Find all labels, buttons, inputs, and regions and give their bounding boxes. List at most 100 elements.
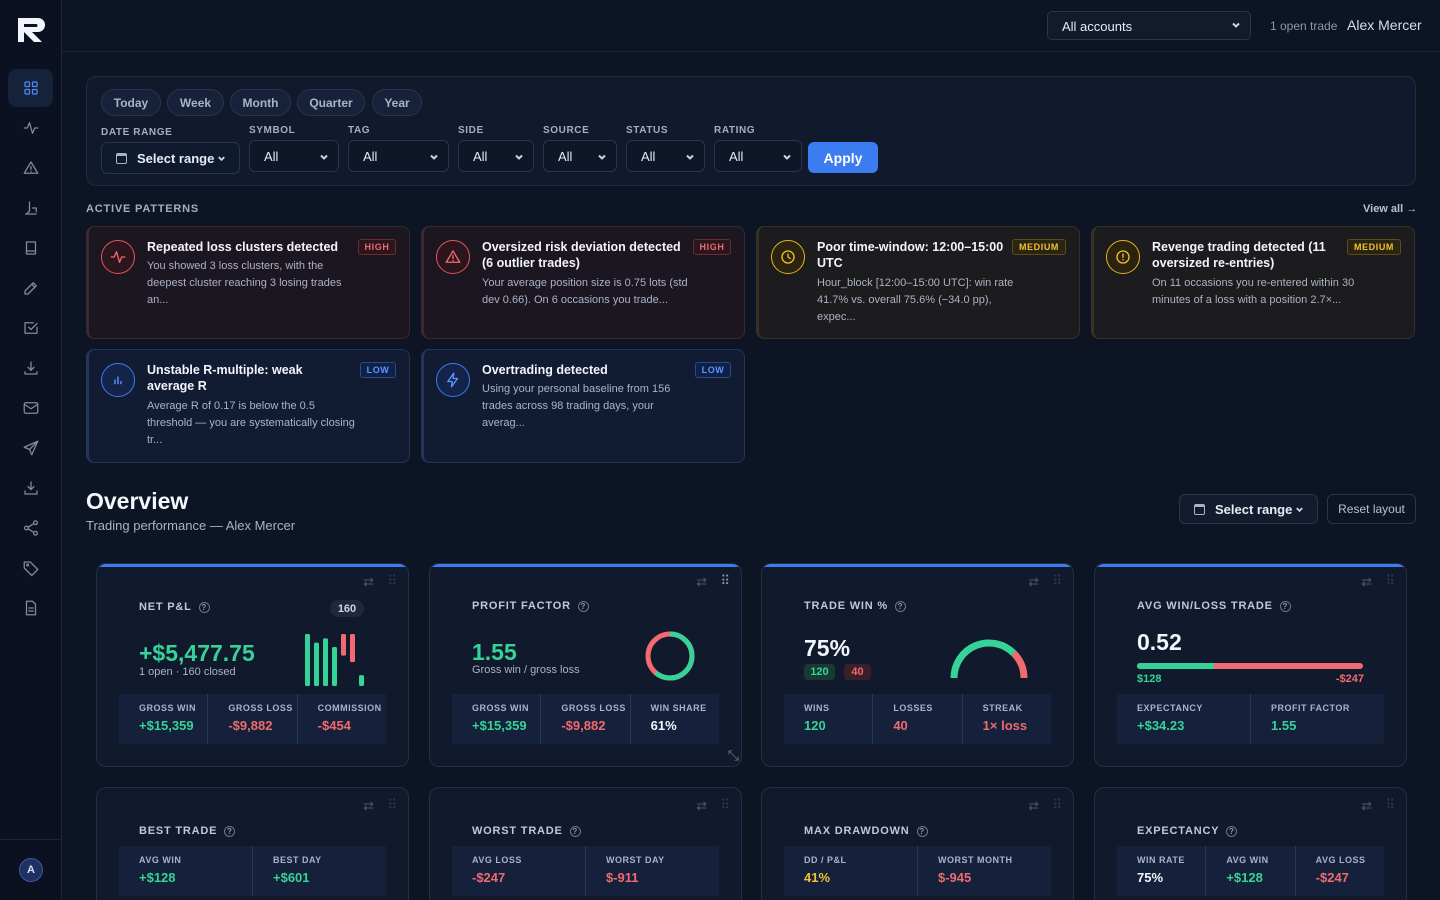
drag-handle-icon[interactable]: ⠿ xyxy=(387,573,396,588)
stat-label: BEST DAY xyxy=(273,855,322,865)
metric-card-avg-win-loss[interactable]: ⇄ ⠿ AVG WIN/LOSS TRADE? 0.52 $128 -$247 … xyxy=(1094,563,1407,767)
nav-mail[interactable] xyxy=(8,389,53,427)
metric-label-text: MAX DRAWDOWN xyxy=(804,825,910,837)
help-icon[interactable]: ? xyxy=(1226,825,1238,837)
overview-range-value: Select range xyxy=(1215,501,1293,517)
nav-import[interactable] xyxy=(8,469,53,507)
nav-tags[interactable] xyxy=(8,549,53,587)
nav-alerts[interactable] xyxy=(8,149,53,187)
pattern-card[interactable]: Repeated loss clusters detected HIGH You… xyxy=(86,226,410,339)
metric-card-profit-factor[interactable]: ⇄ ⠿ PROFIT FACTOR? 1.55 Gross win / gros… xyxy=(429,563,742,767)
swap-icon[interactable]: ⇄ xyxy=(696,798,707,813)
reset-layout-button[interactable]: Reset layout xyxy=(1327,494,1416,524)
view-all-link[interactable]: View all → xyxy=(1363,203,1418,215)
side-select[interactable]: All xyxy=(458,140,534,172)
checkbox-icon xyxy=(23,322,38,334)
chip-quarter[interactable]: Quarter xyxy=(297,89,365,116)
swap-icon[interactable]: ⇄ xyxy=(1028,798,1039,813)
swap-icon[interactable]: ⇄ xyxy=(1361,574,1372,589)
side-value: All xyxy=(473,149,488,164)
pattern-card[interactable]: Revenge trading detected (11 oversized r… xyxy=(1091,226,1415,339)
book-icon xyxy=(25,241,36,255)
nav-download[interactable] xyxy=(8,349,53,387)
status-select[interactable]: All xyxy=(626,140,705,172)
metric-card-best-trade[interactable]: ⇄ ⠿ BEST TRADE? AVG WIN +$128 BEST DAY +$6… xyxy=(96,787,409,900)
resize-handle-icon[interactable]: ⤡ xyxy=(727,747,739,763)
stat-label: WIN RATE xyxy=(1137,855,1185,865)
pnl-bar xyxy=(341,634,346,656)
metric-label: NET P&L? xyxy=(139,601,210,613)
help-icon[interactable]: ? xyxy=(894,600,906,612)
drag-handle-icon[interactable]: ⠿ xyxy=(1385,573,1394,588)
net-pnl-value: +$5,477.75 xyxy=(139,640,255,666)
symbol-select[interactable]: All xyxy=(249,140,339,172)
pattern-icon-wrap xyxy=(771,240,805,274)
pnl-bar xyxy=(332,647,337,686)
swap-icon[interactable]: ⇄ xyxy=(696,574,707,589)
pattern-card[interactable]: Oversized risk deviation detected (6 out… xyxy=(421,226,745,339)
stat-losses: LOSSES 40 xyxy=(872,694,961,744)
date-range-select[interactable]: Select range xyxy=(101,142,240,174)
overview-title: Overview xyxy=(86,488,189,514)
source-select[interactable]: All xyxy=(543,140,617,172)
help-icon[interactable]: ? xyxy=(1279,600,1291,612)
nav-notes[interactable] xyxy=(8,269,53,307)
account-select[interactable]: All accounts xyxy=(1047,11,1251,40)
trade-win-stats: WINS 120 LOSSES 40 STREAK 1× loss xyxy=(784,694,1051,744)
activity-icon xyxy=(23,122,38,134)
avatar[interactable]: A xyxy=(19,858,43,882)
help-icon[interactable]: ? xyxy=(198,601,210,613)
help-icon[interactable]: ? xyxy=(224,825,236,837)
swap-icon[interactable]: ⇄ xyxy=(363,574,374,589)
help-icon[interactable]: ? xyxy=(916,825,928,837)
nav-reports[interactable] xyxy=(8,589,53,627)
chip-year[interactable]: Year xyxy=(372,89,422,116)
chip-week[interactable]: Week xyxy=(167,89,224,116)
metric-card-trade-win[interactable]: ⇄ ⠿ TRADE WIN %? 75% 120 40 WINS 120 LOSS… xyxy=(761,563,1074,767)
rating-select[interactable]: All xyxy=(714,140,802,172)
stat-value: +$601 xyxy=(273,870,310,885)
drag-handle-icon[interactable]: ⠿ xyxy=(1052,797,1061,812)
help-icon[interactable]: ? xyxy=(577,600,589,612)
nav-dashboard[interactable] xyxy=(8,69,53,107)
swap-icon[interactable]: ⇄ xyxy=(363,798,374,813)
drag-handle-icon[interactable]: ⠿ xyxy=(720,573,729,588)
pattern-card[interactable]: Unstable R-multiple: weak average R LOW … xyxy=(86,349,410,463)
open-trade-count[interactable]: 1 open trade xyxy=(1270,19,1338,33)
drag-handle-icon[interactable]: ⠿ xyxy=(720,797,729,812)
nav-compare[interactable] xyxy=(8,189,53,227)
metric-card-expectancy[interactable]: ⇄ ⠿ EXPECTANCY? WIN RATE 75% AVG WIN +$128… xyxy=(1094,787,1407,900)
nav-activity[interactable] xyxy=(8,109,53,147)
metric-card-max-drawdown[interactable]: ⇄ ⠿ MAX DRAWDOWN? DD / P&L 41% WORST MONT… xyxy=(761,787,1074,900)
overview-range-select[interactable]: Select range xyxy=(1179,494,1318,524)
net-pnl-stats: GROSS WIN +$15,359 GROSS LOSS -$9,882 COMM… xyxy=(119,694,386,744)
avg-loss-amount: -$247 xyxy=(1335,673,1364,685)
ring-win-arc xyxy=(645,631,695,681)
trade-win-value: 75% xyxy=(804,635,851,661)
drag-handle-icon[interactable]: ⠿ xyxy=(1052,573,1061,588)
nav-journal[interactable] xyxy=(8,229,53,267)
trade-count-badge: 160 xyxy=(330,600,364,617)
apply-button[interactable]: Apply xyxy=(808,142,878,173)
stat-value: $-911 xyxy=(606,870,639,885)
drag-handle-icon[interactable]: ⠿ xyxy=(387,797,396,812)
nav-checklist[interactable] xyxy=(8,309,53,347)
app-logo[interactable] xyxy=(16,16,46,44)
chip-month[interactable]: Month xyxy=(230,89,291,116)
avg-win-loss-value: 0.52 xyxy=(1137,629,1182,655)
metric-card-worst-trade[interactable]: ⇄ ⠿ WORST TRADE? AVG LOSS -$247 WORST DAY… xyxy=(429,787,742,900)
user-name[interactable]: Alex Mercer xyxy=(1347,17,1422,33)
tag-select[interactable]: All xyxy=(348,140,449,172)
chip-today[interactable]: Today xyxy=(101,89,161,116)
swap-icon[interactable]: ⇄ xyxy=(1028,574,1039,589)
pattern-card[interactable]: Overtrading detected LOW Using your pers… xyxy=(421,349,745,463)
pattern-card[interactable]: Poor time-window: 12:00–15:00 UTC MEDIUM… xyxy=(756,226,1080,339)
nav-send[interactable] xyxy=(8,429,53,467)
nav-share[interactable] xyxy=(8,509,53,547)
metric-card-net-pnl[interactable]: ⇄ ⠿ NET P&L? 160 +$5,477.75 1 open · 160… xyxy=(96,563,409,767)
swap-icon[interactable]: ⇄ xyxy=(1361,798,1372,813)
drag-handle-icon[interactable]: ⠿ xyxy=(1385,797,1394,812)
help-icon[interactable]: ? xyxy=(569,825,581,837)
metric-label-text: BEST TRADE xyxy=(139,825,218,837)
metric-label: BEST TRADE? xyxy=(139,825,236,837)
